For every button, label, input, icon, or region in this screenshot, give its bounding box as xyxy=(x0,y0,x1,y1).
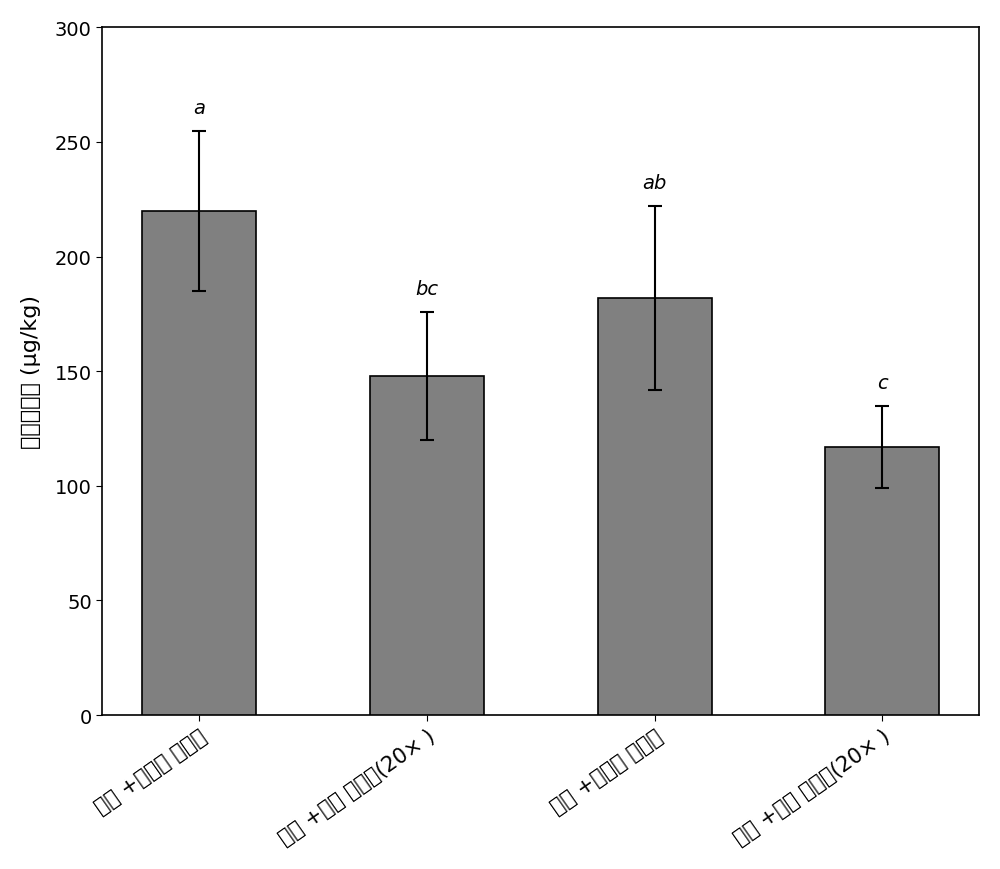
Bar xyxy=(825,448,939,715)
Bar xyxy=(142,211,256,715)
Text: ab: ab xyxy=(642,174,667,193)
Bar xyxy=(370,376,484,715)
Bar xyxy=(598,299,712,715)
Text: c: c xyxy=(877,374,888,393)
Y-axis label: 精米镌含量 (μg/kg): 精米镌含量 (μg/kg) xyxy=(21,295,41,448)
Text: bc: bc xyxy=(415,280,438,299)
Text: a: a xyxy=(193,98,205,117)
